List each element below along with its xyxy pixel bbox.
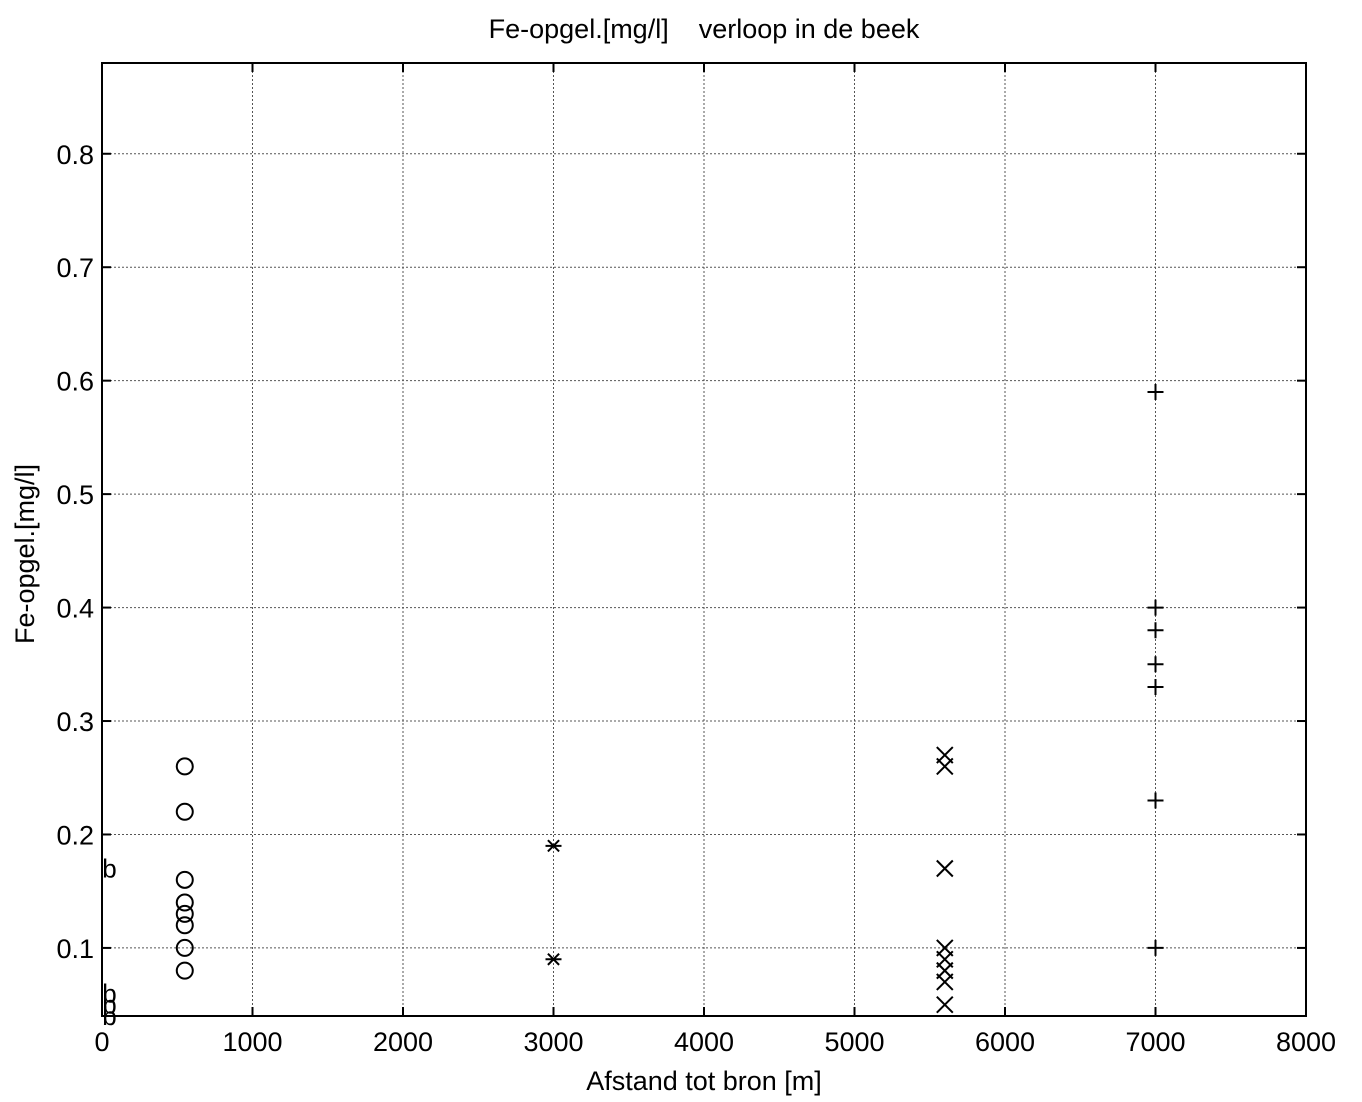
data-point-plus [1147, 656, 1164, 673]
y-tick-label: 0.3 [56, 707, 94, 737]
x-tick-label: 2000 [373, 1027, 433, 1057]
data-point-circle [175, 961, 194, 980]
data-point-b: b [102, 1001, 116, 1031]
x-axis-label: Afstand tot bron [m] [586, 1066, 822, 1096]
data-point-asterisk [545, 839, 562, 853]
y-axis-label: Fe-opgel.[mg/l] [10, 464, 40, 644]
data-point-circle [175, 904, 194, 923]
data-point-circle [175, 757, 194, 776]
y-tick-label: 0.2 [56, 820, 94, 850]
data-point-circle [175, 916, 194, 935]
data-point-plus [1147, 384, 1164, 401]
y-tick-labels: 0.1 0.2 0.3 0.4 0.5 0.6 0.7 0.8 [56, 140, 94, 964]
data-point-circle [175, 802, 194, 821]
data-point-circle [175, 870, 194, 889]
data-point-asterisk [545, 952, 562, 966]
data-point-circle [175, 938, 194, 957]
y-tick-label: 0.6 [56, 367, 94, 397]
chart-title: Fe-opgel.[mg/l] verloop in de beek [489, 14, 920, 44]
data-point-cross [936, 995, 954, 1014]
data-point-plus [1147, 599, 1164, 616]
x-tick-label: 0 [94, 1027, 109, 1057]
data-point-plus [1147, 678, 1164, 695]
data-point-plus [1147, 622, 1164, 639]
data-point-cross [936, 757, 954, 776]
x-tick-label: 4000 [674, 1027, 734, 1057]
x-tick-label: 3000 [523, 1027, 583, 1057]
data-point-circle [175, 893, 194, 912]
data-point-plus [1147, 939, 1164, 956]
grid [102, 63, 1306, 1016]
x-tick-label: 7000 [1125, 1027, 1185, 1057]
data-point-b: b [102, 978, 116, 1008]
y-tick-label: 0.7 [56, 253, 94, 283]
data-point-cross [936, 859, 954, 878]
x-tick-label: 6000 [975, 1027, 1035, 1057]
axis-ticks [101, 63, 1307, 1016]
y-tick-label: 0.4 [56, 594, 94, 624]
data-point-b: b [102, 854, 116, 884]
x-tick-label: 8000 [1276, 1027, 1336, 1057]
data-point-b: b [102, 990, 116, 1020]
y-tick-label: 0.1 [56, 934, 94, 964]
x-tick-labels: 0 1000 2000 3000 4000 5000 6000 7000 8000 [94, 1027, 1336, 1057]
x-tick-label: 5000 [824, 1027, 884, 1057]
y-tick-label: 0.8 [56, 140, 94, 170]
data-point-cross [936, 973, 954, 991]
x-tick-label: 1000 [222, 1027, 282, 1057]
data-point-plus [1147, 792, 1164, 809]
y-tick-label: 0.5 [56, 480, 94, 510]
